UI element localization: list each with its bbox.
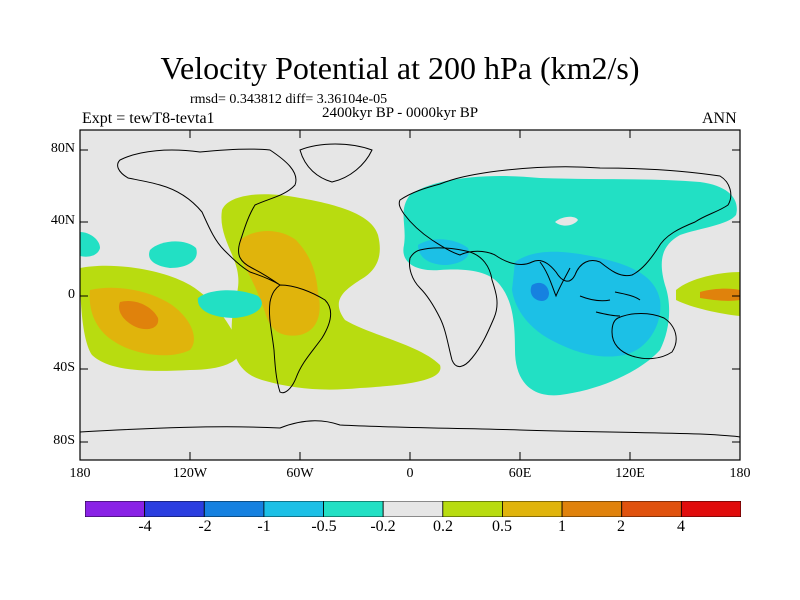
lon-label-120w: 120W (172, 466, 208, 481)
colorbar-swatch (442, 501, 503, 517)
chart-title: Velocity Potential at 200 hPa (km2/s) (160, 50, 640, 86)
lat-label-80s: 80S (53, 433, 75, 448)
africa-coast (409, 247, 498, 367)
colorbar-swatch (561, 501, 623, 517)
colorbar-swatch (502, 501, 563, 517)
colorbar-swatch (85, 501, 146, 517)
colorbar-label: 0.5 (492, 518, 512, 535)
colorbar-swatch (621, 501, 682, 517)
rmsd-diff-stats: rmsd= 0.343812 diff= 3.36104e-05 (190, 92, 388, 107)
colorbar-swatch (203, 501, 265, 517)
colorbar-label: 1 (558, 518, 566, 535)
lat-label-40n: 40N (50, 213, 75, 228)
antarctica-coast (80, 420, 740, 438)
lat-label-80n: 80N (50, 141, 75, 156)
colorbar (85, 501, 741, 517)
coastlines (80, 143, 740, 438)
colorbar-swatch (323, 501, 384, 517)
colorbar-swatch (263, 501, 324, 517)
colorbar-label: -0.2 (370, 518, 396, 535)
maritime-continent-dark-core (530, 282, 549, 301)
period-label: 2400kyr BP - 0000kyr BP (322, 105, 479, 121)
indonesia-islands (579, 291, 641, 317)
lon-label-0: 0 (406, 466, 414, 481)
colorbar-label: -0.5 (311, 518, 337, 535)
south-america-coast (269, 284, 332, 394)
colorbar-label: 0.2 (433, 518, 453, 535)
colorbar-label: 4 (677, 518, 685, 535)
experiment-label: Expt = tewT8-tevta1 (82, 110, 215, 127)
arctic-positive-inset (555, 216, 578, 226)
south-pacific-dark-core (119, 300, 159, 330)
arabia-blue-core (418, 239, 469, 265)
lat-label-0: 0 (68, 287, 75, 302)
greenland-coast (299, 143, 373, 183)
colorbar-swatch (144, 501, 205, 517)
lon-label-180w: 180 (69, 466, 91, 481)
pacific-negative-blob (149, 241, 197, 268)
colorbar-label: -4 (138, 518, 152, 535)
lat-label-40s: 40S (53, 360, 75, 375)
colorbar-swatch (680, 501, 741, 517)
west-pacific-orange-core (700, 288, 740, 301)
india-coast (539, 261, 571, 298)
north-america-coast (117, 148, 297, 286)
australia-coast (611, 313, 677, 360)
colorbar-label: -1 (257, 518, 271, 535)
europe-asia-coast (398, 166, 732, 282)
colorbar-label: -2 (198, 518, 212, 535)
lon-label-120e: 120E (615, 466, 645, 481)
colorbar-label: 2 (617, 518, 625, 535)
axis-ticks (79, 130, 741, 460)
season-label: ANN (702, 110, 737, 127)
americas-orange-core (240, 231, 320, 336)
lon-label-180e: 180 (729, 466, 751, 481)
lon-label-60w: 60W (286, 466, 314, 481)
lon-label-60e: 60E (508, 466, 532, 481)
colorbar-swatch (382, 501, 444, 517)
atlantic-negative-blob (197, 290, 262, 318)
north-pacific-negative-edge (80, 232, 100, 257)
